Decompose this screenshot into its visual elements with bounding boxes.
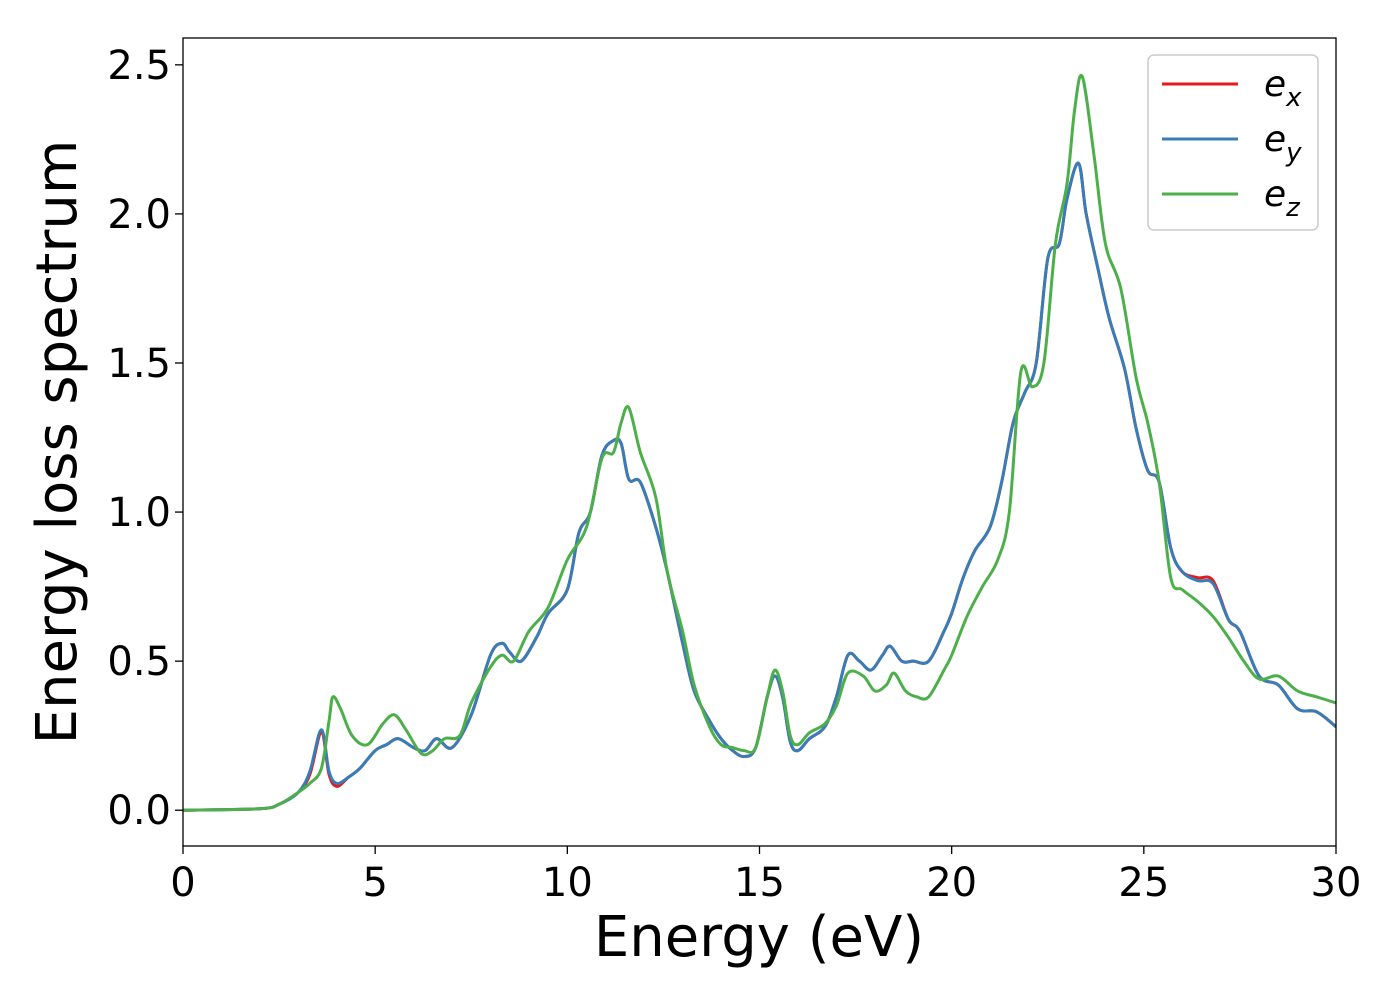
series-line-e-y [183, 161, 1336, 812]
x-tick-label: 0 [170, 860, 195, 906]
x-tick-label: 30 [1311, 860, 1362, 906]
legend-entries: ex ey ez [1162, 64, 1302, 223]
y-tick-label: 0.0 [107, 788, 171, 834]
legend-label-e-x: ex [1264, 64, 1302, 113]
series-layer [183, 73, 1336, 812]
x-tick-label: 10 [542, 860, 593, 906]
x-tick-label: 20 [926, 860, 977, 906]
y-tick-label: 0.5 [107, 639, 171, 685]
x-tick-label: 25 [1118, 860, 1169, 906]
legend: ex ey ez [1147, 54, 1319, 231]
y-tick-label: 1.5 [107, 341, 171, 387]
x-tick-label: 15 [734, 860, 785, 906]
x-axis-label: Energy (eV) [594, 905, 924, 970]
legend-label-e-y: ey [1264, 119, 1302, 168]
legend-label-e-z: ez [1264, 174, 1301, 223]
y-axis-ticks: 0.0 0.5 1.0 1.5 2.0 2.5 [107, 43, 183, 834]
y-tick-label: 2.0 [107, 192, 171, 238]
x-axis-ticks: 0 5 10 15 20 25 30 [170, 846, 1361, 906]
y-axis-label: Energy loss spectrum [25, 140, 90, 745]
legend-box [1147, 54, 1319, 231]
y-tick-label: 1.0 [107, 490, 171, 536]
series-line-e-z [183, 73, 1336, 812]
series-line-e-x [183, 161, 1336, 812]
x-tick-label: 5 [362, 860, 387, 906]
y-tick-label: 2.5 [107, 43, 171, 89]
